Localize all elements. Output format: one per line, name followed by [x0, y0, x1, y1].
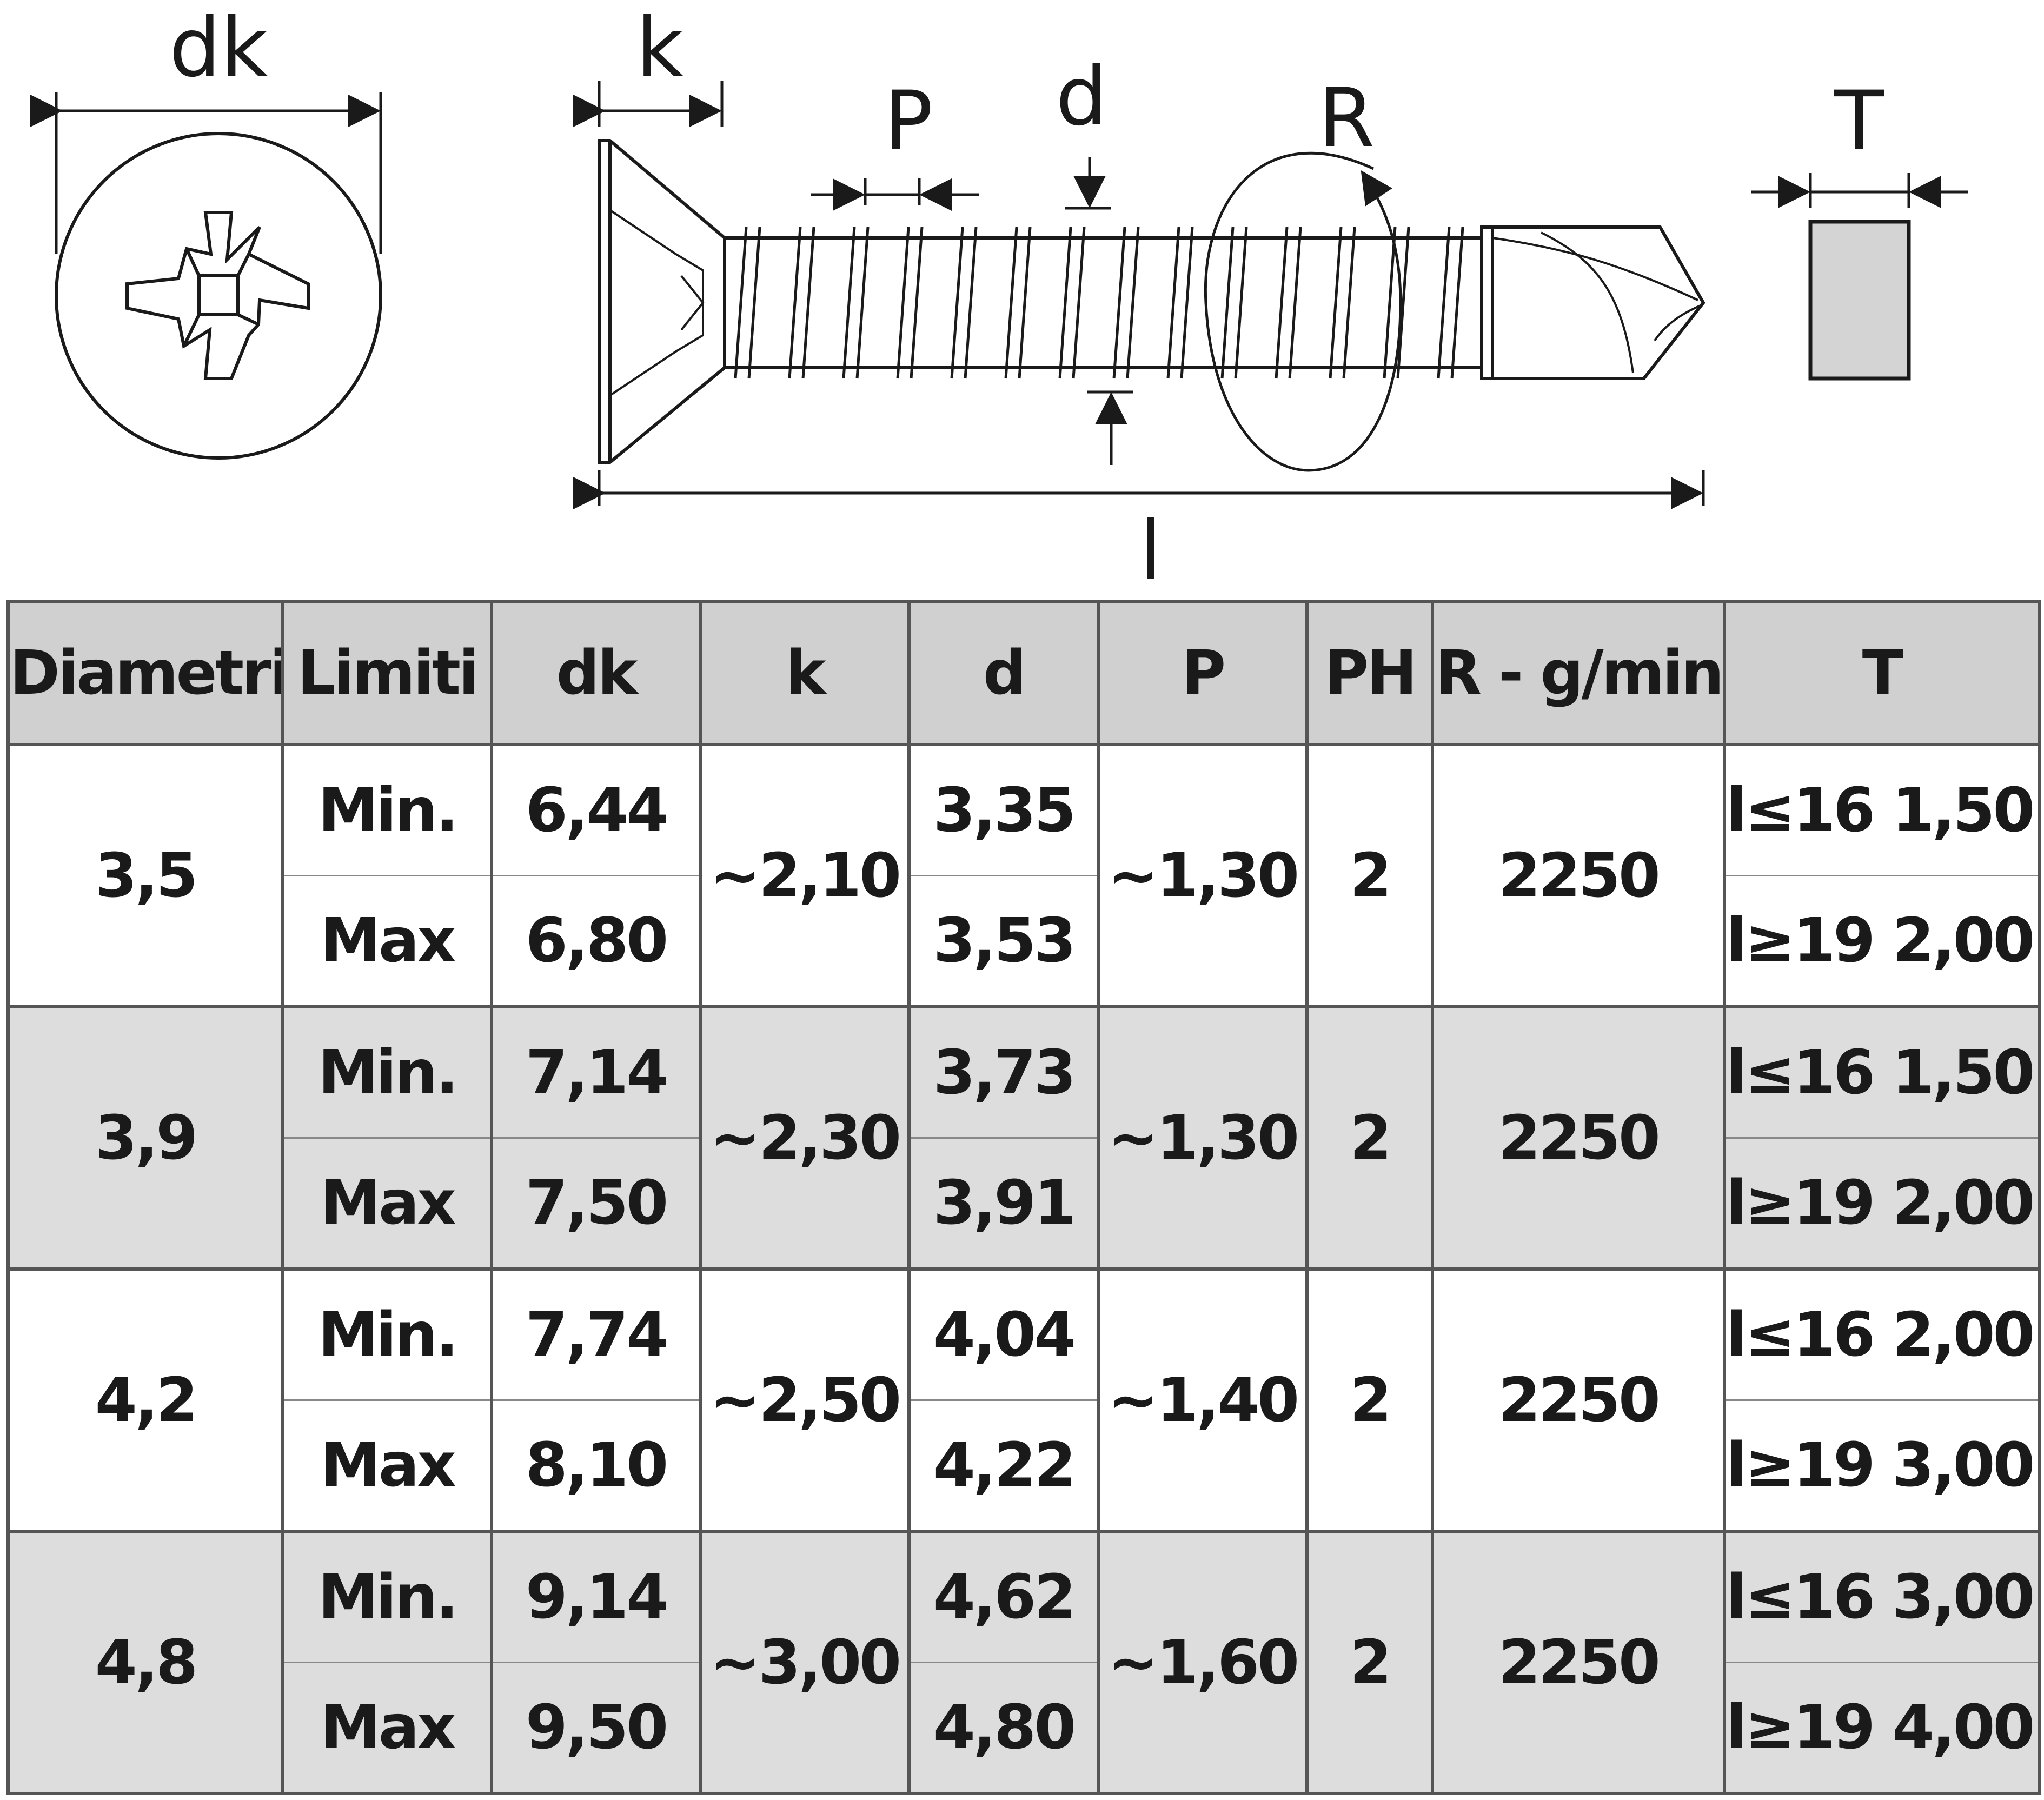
table-row: Max 6,80 3,53 l≥19 2,00 [8, 875, 2041, 1008]
d-cell: 3,91 [907, 1137, 1100, 1271]
table-row: 3,5 Min. 6,44 ~2,10 3,35 ~1,30 2 2250 l≤… [6, 743, 2041, 1008]
t-cross-section [1808, 220, 1911, 381]
p-cell: ~1,30 [1097, 743, 1309, 1008]
d-cell: 4,80 [907, 1662, 1100, 1795]
t-cell: l≥19 3,00 [1723, 1399, 2041, 1533]
R-label: R [1318, 71, 1375, 165]
screw-side-view [598, 139, 1705, 472]
head-circle [55, 132, 382, 460]
limiti-cell: Max [281, 1137, 493, 1271]
ph-cell: 2 [1305, 1267, 1434, 1533]
header-dk: dk [490, 600, 702, 746]
screw-spec-table: Diametri Limiti dk k d P PH R - g/min T … [6, 600, 2041, 1795]
dk-cell: 9,14 [490, 1530, 702, 1663]
r-cell: 2250 [1431, 1267, 1726, 1533]
phillips-cross-icon [125, 211, 310, 380]
table-row: 4,2 Min. 7,74 ~2,50 4,04 ~1,40 2 2250 l≤… [6, 1267, 2041, 1533]
l-label: l [1139, 504, 1162, 598]
d-cell: 3,35 [907, 743, 1100, 876]
r-cell: 2250 [1431, 743, 1726, 1008]
t-cell: l≤16 1,50 [1723, 743, 2041, 876]
limiti-cell: Min. [281, 743, 493, 876]
k-cell: ~2,30 [699, 1005, 911, 1271]
dk-cell: 8,10 [490, 1399, 702, 1533]
t-cell: l≥19 2,00 [1723, 1137, 2041, 1271]
dk-label: dk [169, 1, 268, 95]
ph-cell: 2 [1305, 1530, 1434, 1795]
header-t: T [1723, 600, 2041, 746]
limiti-cell: Max [281, 1399, 493, 1533]
limiti-cell: Min. [281, 1530, 493, 1663]
drill-tip [1480, 225, 1705, 380]
table-group: 4,2 Min. 7,74 ~2,50 4,04 ~1,40 2 2250 l≤… [6, 1267, 2041, 1533]
d-cell: 4,04 [907, 1267, 1100, 1401]
table-group: 3,5 Min. 6,44 ~2,10 3,35 ~1,30 2 2250 l≤… [6, 743, 2041, 1008]
header-r: R - g/min [1431, 600, 1726, 746]
diametri-cell: 4,2 [6, 1267, 284, 1533]
limiti-cell: Max [281, 875, 493, 1008]
T-label: T [1834, 74, 1884, 168]
countersunk-head [598, 139, 726, 464]
d-cell: 3,73 [907, 1005, 1100, 1139]
dk-cell: 7,74 [490, 1267, 702, 1401]
header-k: k [699, 600, 911, 746]
k-cell: ~2,10 [699, 743, 911, 1008]
table-group: 3,9 Min. 7,14 ~2,30 3,73 ~1,30 2 2250 l≤… [6, 1005, 2041, 1271]
k-label: k [636, 1, 683, 95]
diametri-cell: 3,9 [6, 1005, 284, 1271]
table-group: 4,8 Min. 9,14 ~3,00 4,62 ~1,60 2 2250 l≤… [6, 1530, 2041, 1795]
k-cell: ~2,50 [699, 1267, 911, 1533]
dk-cell: 6,44 [490, 743, 702, 876]
diametri-cell: 4,8 [6, 1530, 284, 1795]
ph-cell: 2 [1305, 1005, 1434, 1271]
dk-cell: 7,14 [490, 1005, 702, 1139]
limiti-cell: Min. [281, 1267, 493, 1401]
dk-cell: 6,80 [490, 875, 702, 1008]
k-cell: ~3,00 [699, 1530, 911, 1795]
t-cell: l≤16 3,00 [1723, 1530, 2041, 1663]
p-cell: ~1,30 [1097, 1005, 1309, 1271]
screw-technical-drawing: dk [30, 1, 1968, 598]
d-label: d [1056, 50, 1107, 144]
d-cell: 3,53 [907, 875, 1100, 1008]
t-cell: l≥19 2,00 [1723, 875, 2041, 1008]
header-ph: PH [1305, 600, 1434, 746]
screw-head-top-view [30, 92, 382, 460]
ph-cell: 2 [1305, 743, 1434, 1008]
dk-cell: 9,50 [490, 1662, 702, 1795]
table-row: Max 9,50 4,80 l≥19 4,00 [8, 1662, 2041, 1795]
header-limiti: Limiti [281, 600, 493, 746]
P-label: P [884, 74, 933, 168]
diametri-cell: 3,5 [6, 743, 284, 1008]
d-cell: 4,22 [907, 1399, 1100, 1533]
dk-cell: 7,50 [490, 1137, 702, 1271]
limiti-cell: Min. [281, 1005, 493, 1139]
t-cell: l≤16 2,00 [1723, 1267, 2041, 1401]
t-cell: l≥19 4,00 [1723, 1662, 2041, 1795]
limiti-cell: Max [281, 1662, 493, 1795]
table-row: Max 8,10 4,22 l≥19 3,00 [8, 1399, 2041, 1533]
d-cell: 4,62 [907, 1530, 1100, 1663]
thread-pattern [734, 227, 1464, 379]
p-cell: ~1,40 [1097, 1267, 1309, 1533]
r-cell: 2250 [1431, 1005, 1726, 1271]
t-cell: l≤16 1,50 [1723, 1005, 2041, 1139]
table-row: 3,9 Min. 7,14 ~2,30 3,73 ~1,30 2 2250 l≤… [6, 1005, 2041, 1271]
header-d: d [907, 600, 1100, 746]
table-header-row: Diametri Limiti dk k d P PH R - g/min T [6, 600, 2041, 746]
table-row: 4,8 Min. 9,14 ~3,00 4,62 ~1,60 2 2250 l≤… [6, 1530, 2041, 1795]
r-cell: 2250 [1431, 1530, 1726, 1795]
p-cell: ~1,60 [1097, 1530, 1309, 1795]
table-row: Max 7,50 3,91 l≥19 2,00 [8, 1137, 2041, 1271]
header-diametri: Diametri [6, 600, 284, 746]
r-rotation-circle [1204, 151, 1402, 472]
header-p: P [1097, 600, 1309, 746]
